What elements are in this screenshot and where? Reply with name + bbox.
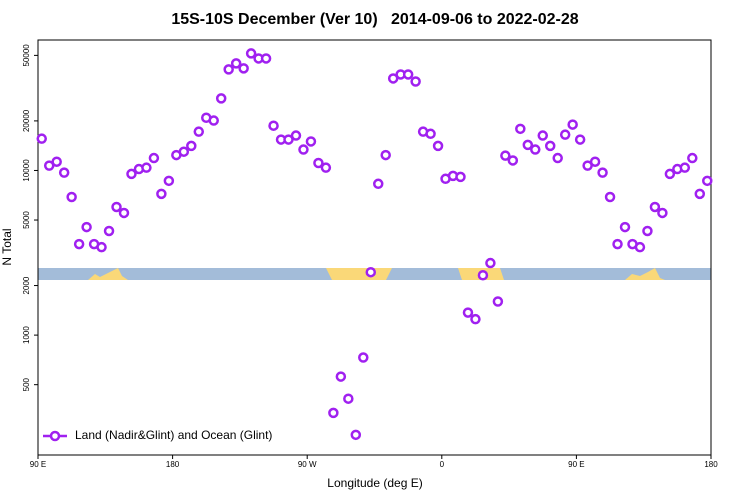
data-point (515, 123, 526, 135)
data-point (492, 296, 504, 307)
data-point (642, 225, 653, 237)
data-point (612, 238, 623, 250)
data-point (657, 207, 668, 219)
x-tick-label: 90 W (298, 460, 317, 469)
data-point (559, 129, 571, 140)
data-point (410, 76, 421, 87)
data-point (335, 371, 347, 382)
data-point (290, 130, 302, 141)
x-tick-label: 90 E (30, 460, 46, 469)
data-point (552, 152, 563, 164)
data-point (163, 175, 175, 187)
data-point (320, 162, 332, 173)
data-point (500, 150, 511, 161)
x-axis-label: Longitude (deg E) (327, 476, 422, 490)
data-point (141, 162, 152, 173)
y-tick-label: 10000 (22, 159, 31, 182)
data-point (485, 257, 496, 269)
data-point (96, 241, 107, 253)
data-point (604, 191, 616, 203)
data-point (702, 175, 713, 187)
data-point (365, 266, 377, 278)
data-point (103, 225, 115, 237)
data-point (193, 126, 205, 137)
data-point (178, 146, 190, 157)
data-point (230, 58, 242, 69)
data-point (223, 64, 234, 75)
data-point (350, 429, 362, 441)
data-point (462, 307, 474, 318)
x-tick-label: 180 (166, 460, 180, 469)
data-point (387, 73, 399, 84)
data-point (649, 201, 661, 213)
data-point (51, 156, 62, 167)
data-point (343, 393, 354, 404)
data-point (530, 144, 541, 155)
data-point (156, 188, 167, 200)
data-point (148, 152, 160, 164)
data-point (81, 221, 92, 233)
y-tick-label: 5000 (22, 211, 31, 229)
y-tick-label: 1000 (22, 326, 31, 344)
data-point (522, 139, 534, 151)
data-point (425, 128, 436, 140)
data-point (380, 149, 391, 161)
data-point (313, 157, 324, 169)
data-point (619, 221, 631, 233)
data-point (402, 69, 414, 80)
data-point (589, 156, 601, 167)
data-point (567, 119, 578, 130)
data-point (634, 241, 646, 253)
data-point (126, 168, 137, 180)
legend-marker (49, 430, 61, 442)
data-point (73, 238, 85, 250)
data-point (238, 63, 249, 74)
data-point (664, 168, 676, 180)
data-point (470, 313, 481, 325)
data-point (544, 140, 556, 152)
data-point (260, 53, 272, 64)
x-tick-label: 180 (704, 460, 718, 469)
data-point (298, 144, 309, 155)
data-point (477, 269, 489, 281)
y-tick-label: 500 (22, 377, 31, 391)
data-point (36, 133, 47, 144)
legend-label: Land (Nadir&Glint) and Ocean (Glint) (75, 428, 272, 442)
data-point (455, 171, 466, 183)
y-tick-label: 20000 (22, 109, 31, 132)
plot-frame (37, 39, 712, 456)
y-axis-label: N Total (0, 228, 14, 265)
data-point (118, 207, 130, 219)
y-tick-label: 50000 (22, 44, 31, 67)
data-point (358, 352, 369, 363)
data-point (432, 140, 444, 152)
data-point (694, 188, 706, 200)
data-point (283, 134, 294, 145)
data-point (111, 201, 122, 213)
data-point (537, 130, 548, 141)
chart-title: 15S-10S December (Ver 10) 2014-09-06 to … (171, 11, 578, 28)
data-point (215, 93, 227, 104)
data-point (328, 407, 339, 419)
data-point (597, 167, 608, 178)
data-point (305, 136, 317, 147)
data-point (679, 162, 691, 173)
data-point (245, 48, 257, 59)
data-point (58, 167, 70, 178)
data-point (268, 120, 279, 131)
x-tick-label: 0 (440, 460, 445, 469)
data-point (507, 155, 519, 166)
data-point (372, 178, 384, 190)
data-point (687, 152, 698, 164)
data-point (186, 140, 197, 152)
data-point (208, 115, 219, 126)
x-tick-label: 90 E (568, 460, 584, 469)
y-tick-label: 2000 (22, 276, 31, 294)
data-point (574, 134, 586, 145)
data-point (66, 191, 77, 203)
